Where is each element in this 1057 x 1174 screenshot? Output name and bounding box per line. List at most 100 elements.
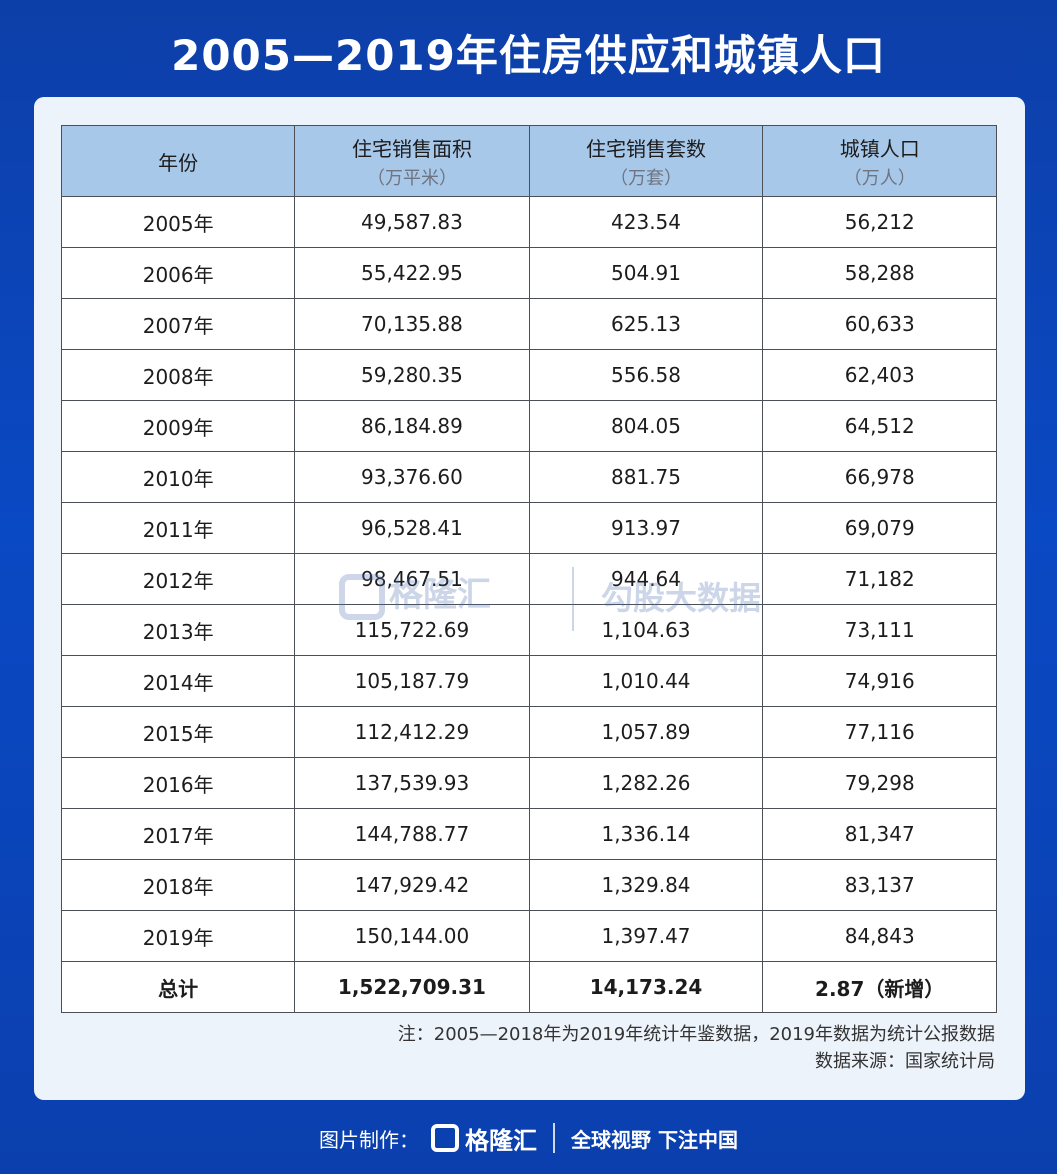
footer: 图片制作： 格隆汇 全球视野 下注中国 [0, 1118, 1057, 1158]
cell-year: 2014年 [60, 655, 296, 707]
table-row: 2016年 137,539.93 1,282.26 79,298 [60, 757, 997, 809]
footer-logo-text: 格隆汇 [465, 1126, 538, 1155]
cell-area: 98,467.51 [294, 553, 530, 605]
table-row: 2018年 147,929.42 1,329.84 83,137 [60, 859, 997, 911]
made-by-label: 图片制作： [319, 1127, 420, 1152]
cell-units: 1,010.44 [528, 655, 764, 707]
cell-year: 2017年 [60, 808, 296, 860]
cell-units: 804.05 [528, 400, 764, 452]
table-row: 2011年 96,528.41 913.97 69,079 [60, 502, 997, 554]
cell-area: 144,788.77 [294, 808, 530, 860]
table-body: 2005年 49,587.83 423.54 56,212 2006年 55,422.95… [60, 196, 997, 1013]
cell-units: 1,329.84 [528, 859, 764, 911]
cell-area: 93,376.60 [294, 451, 530, 503]
total-row: 总计 1,522,709.31 14,173.24 2.87（新增） [60, 961, 997, 1013]
table-row: 2008年 59,280.35 556.58 62,403 [60, 349, 997, 401]
table-card: 年份 住宅销售面积 （万平米） 住宅销售套数 （万套） 城镇人口 （万人） 20… [34, 97, 1025, 1100]
cell-year: 2019年 [60, 910, 296, 962]
table-row: 2007年 70,135.88 625.13 60,633 [60, 298, 997, 350]
total-label: 总计 [60, 961, 296, 1013]
cell-area: 49,587.83 [294, 196, 530, 248]
cell-pop: 83,137 [762, 859, 997, 911]
cell-pop: 71,182 [762, 553, 997, 605]
total-units: 14,173.24 [528, 961, 764, 1013]
cell-pop: 62,403 [762, 349, 997, 401]
cell-area: 70,135.88 [294, 298, 530, 350]
cell-area: 137,539.93 [294, 757, 530, 809]
header-pop: 城镇人口 （万人） [762, 125, 997, 197]
cell-units: 625.13 [528, 298, 764, 350]
cell-year: 2013年 [60, 604, 296, 656]
cell-units: 1,104.63 [528, 604, 764, 656]
cell-units: 1,336.14 [528, 808, 764, 860]
g-logo-icon [431, 1124, 460, 1152]
cell-area: 147,929.42 [294, 859, 530, 911]
cell-year: 2010年 [60, 451, 296, 503]
cell-area: 59,280.35 [294, 349, 530, 401]
cell-year: 2015年 [60, 706, 296, 758]
cell-area: 115,722.69 [294, 604, 530, 656]
cell-pop: 64,512 [762, 400, 997, 452]
cell-pop: 77,116 [762, 706, 997, 758]
cell-area: 150,144.00 [294, 910, 530, 962]
cell-area: 96,528.41 [294, 502, 530, 554]
cell-pop: 66,978 [762, 451, 997, 503]
cell-pop: 73,111 [762, 604, 997, 656]
cell-year: 2016年 [60, 757, 296, 809]
table-row: 2006年 55,422.95 504.91 58,288 [60, 247, 997, 299]
cell-units: 913.97 [528, 502, 764, 554]
total-pop: 2.87（新增） [762, 961, 997, 1013]
cell-year: 2009年 [60, 400, 296, 452]
table-row: 2019年 150,144.00 1,397.47 84,843 [60, 910, 997, 962]
footer-slogan: 全球视野 下注中国 [571, 1127, 738, 1152]
cell-year: 2007年 [60, 298, 296, 350]
cell-year: 2005年 [60, 196, 296, 248]
cell-pop: 58,288 [762, 247, 997, 299]
notes: 注：2005—2018年为2019年统计年鉴数据，2019年数据为统计公报数据 … [398, 1021, 995, 1075]
cell-units: 556.58 [528, 349, 764, 401]
cell-units: 944.64 [528, 553, 764, 605]
cell-units: 881.75 [528, 451, 764, 503]
table-header-row: 年份 住宅销售面积 （万平米） 住宅销售套数 （万套） 城镇人口 （万人） [60, 125, 997, 197]
cell-pop: 74,916 [762, 655, 997, 707]
table-row: 2015年 112,412.29 1,057.89 77,116 [60, 706, 997, 758]
footer-logo: 格隆汇 [431, 1121, 537, 1156]
cell-units: 423.54 [528, 196, 764, 248]
cell-year: 2012年 [60, 553, 296, 605]
header-units: 住宅销售套数 （万套） [528, 125, 764, 197]
table-row: 2013年 115,722.69 1,104.63 73,111 [60, 604, 997, 656]
cell-units: 504.91 [528, 247, 764, 299]
cell-pop: 81,347 [762, 808, 997, 860]
cell-area: 112,412.29 [294, 706, 530, 758]
table-row: 2014年 105,187.79 1,010.44 74,916 [60, 655, 997, 707]
cell-area: 86,184.89 [294, 400, 530, 452]
cell-units: 1,397.47 [528, 910, 764, 962]
cell-pop: 60,633 [762, 298, 997, 350]
total-area: 1,522,709.31 [294, 961, 530, 1013]
cell-units: 1,057.89 [528, 706, 764, 758]
cell-pop: 56,212 [762, 196, 997, 248]
table-row: 2010年 93,376.60 881.75 66,978 [60, 451, 997, 503]
header-area-unit: （万平米） [366, 167, 457, 189]
cell-units: 1,282.26 [528, 757, 764, 809]
header-units-label: 住宅销售套数 [586, 136, 706, 161]
table-row: 2009年 86,184.89 804.05 64,512 [60, 400, 997, 452]
note-line: 注：2005—2018年为2019年统计年鉴数据，2019年数据为统计公报数据 [397, 1024, 995, 1045]
table-row: 2005年 49,587.83 423.54 56,212 [60, 196, 997, 248]
footer-divider [553, 1123, 556, 1153]
header-area: 住宅销售面积 （万平米） [294, 125, 530, 197]
header-units-unit: （万套） [610, 167, 682, 189]
cell-year: 2006年 [60, 247, 296, 299]
cell-year: 2011年 [60, 502, 296, 554]
cell-area: 55,422.95 [294, 247, 530, 299]
cell-pop: 79,298 [762, 757, 997, 809]
data-table: 年份 住宅销售面积 （万平米） 住宅销售套数 （万套） 城镇人口 （万人） 20… [60, 125, 997, 1013]
cell-pop: 84,843 [762, 910, 997, 962]
header-pop-label: 城镇人口 [839, 136, 920, 161]
header-area-label: 住宅销售面积 [351, 136, 472, 161]
cell-pop: 69,079 [762, 502, 997, 554]
header-year: 年份 [60, 125, 296, 197]
header-pop-unit: （万人） [843, 167, 916, 189]
table-row: 2017年 144,788.77 1,336.14 81,347 [60, 808, 997, 860]
cell-year: 2018年 [60, 859, 296, 911]
